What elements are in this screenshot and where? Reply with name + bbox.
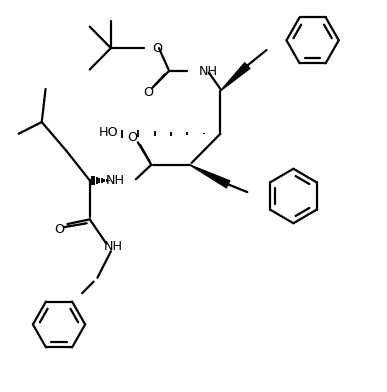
Text: O: O — [152, 42, 163, 54]
Text: O: O — [143, 86, 153, 99]
Text: HO: HO — [99, 126, 118, 139]
Text: NH: NH — [103, 240, 122, 253]
Text: NH: NH — [106, 174, 125, 187]
Text: O: O — [127, 131, 137, 144]
Polygon shape — [220, 63, 250, 91]
Polygon shape — [190, 165, 230, 188]
Text: NH: NH — [199, 65, 218, 78]
Text: O: O — [54, 223, 64, 236]
